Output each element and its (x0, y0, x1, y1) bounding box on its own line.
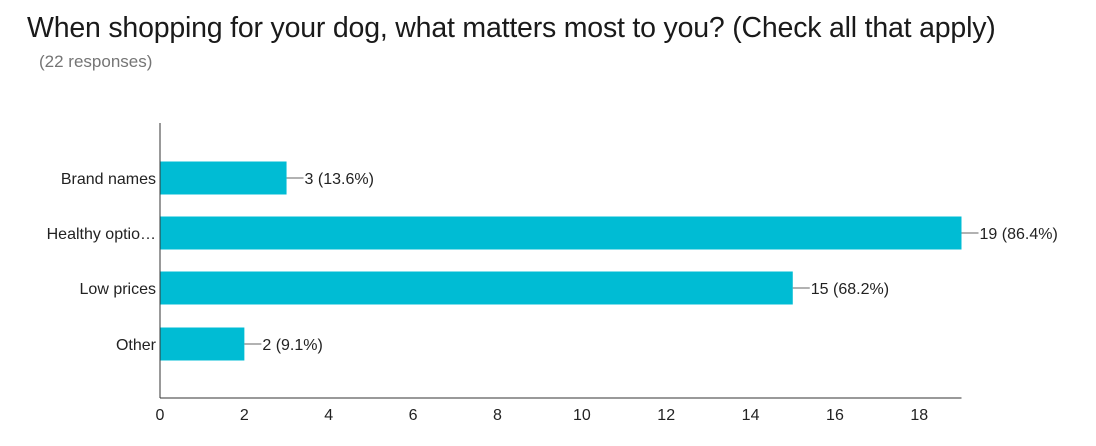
data-label: 2 (9.1%) (262, 337, 322, 354)
data-label: 15 (68.2%) (811, 281, 889, 298)
response-count: (22 responses) (39, 52, 153, 71)
x-tick-label: 10 (573, 407, 591, 424)
data-label: 19 (86.4%) (980, 226, 1058, 243)
chart-title: When shopping for your dog, what matters… (27, 12, 996, 44)
x-tick-label: 14 (742, 407, 760, 424)
leader-lines-group (244, 177, 979, 345)
x-tick-label: 6 (409, 407, 418, 424)
category-label: Healthy optio… (47, 226, 156, 243)
bar (160, 271, 793, 305)
x-axis-ticks-group: 0 2 4 6 8 10 12 14 16 18 (156, 407, 929, 424)
x-tick-label: 2 (240, 407, 249, 424)
x-tick-label: 4 (324, 407, 333, 424)
bars-group (160, 161, 962, 361)
x-tick-label: 0 (156, 407, 165, 424)
category-labels-group: Brand names Healthy optio… Low prices Other (47, 171, 157, 354)
x-tick-label: 16 (826, 407, 844, 424)
category-label: Other (116, 337, 157, 354)
category-label: Brand names (61, 171, 156, 188)
x-tick-label: 8 (493, 407, 502, 424)
bar (160, 216, 962, 250)
data-label: 3 (13.6%) (305, 171, 374, 188)
data-labels-group: 3 (13.6%) 19 (86.4%) 15 (68.2%) 2 (9.1%) (262, 171, 1057, 354)
bar (160, 161, 287, 195)
category-label: Low prices (80, 281, 156, 298)
x-tick-label: 18 (910, 407, 928, 424)
bar (160, 327, 245, 361)
x-tick-label: 12 (657, 407, 675, 424)
